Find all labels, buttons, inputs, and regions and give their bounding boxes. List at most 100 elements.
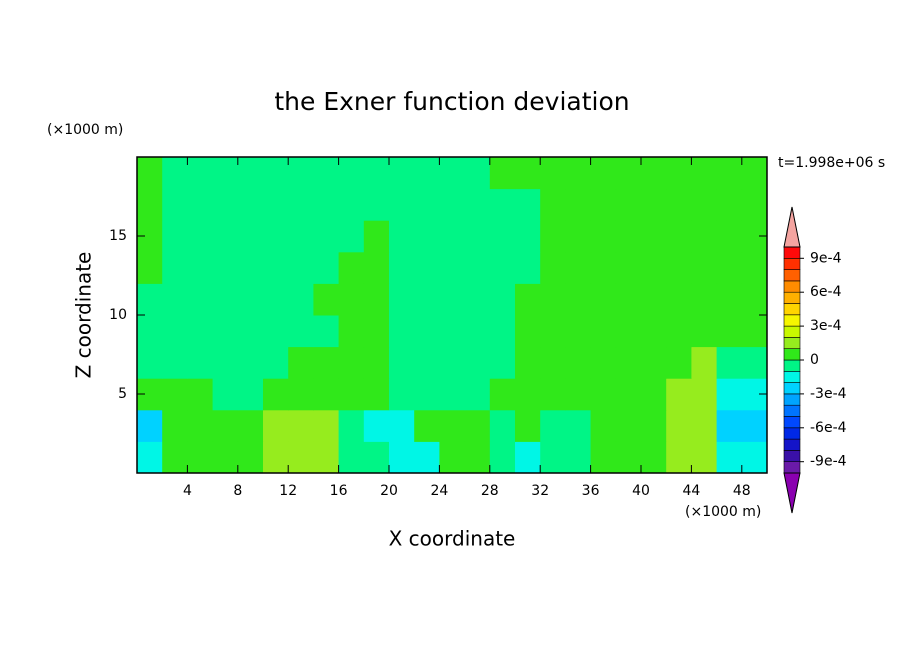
- y-tick-label: 10: [109, 307, 127, 323]
- field-cell: [338, 378, 365, 411]
- field-cell: [691, 283, 718, 316]
- colorbar-band: [783, 303, 801, 316]
- field-cell: [263, 283, 289, 316]
- field-cell: [288, 378, 314, 411]
- field-cell: [666, 346, 692, 379]
- field-cell: [439, 188, 466, 221]
- field-cell: [212, 346, 239, 379]
- field-cell: [439, 157, 466, 190]
- field-cell: [691, 346, 718, 379]
- field-cell: [288, 188, 314, 221]
- field-cell: [716, 441, 743, 474]
- field-cell: [666, 283, 692, 316]
- field-cell: [741, 283, 768, 316]
- field-cell: [313, 157, 340, 190]
- y-unit: (×1000 m): [47, 122, 123, 138]
- field-cell: [691, 378, 718, 411]
- field-cell: [641, 409, 667, 442]
- field-cell: [590, 220, 617, 253]
- field-cell: [565, 315, 592, 348]
- field-cell: [313, 346, 340, 379]
- field-cell: [363, 441, 390, 474]
- field-cell: [590, 315, 617, 348]
- field-cell: [515, 315, 541, 348]
- field-cell: [666, 188, 692, 221]
- field-cell: [237, 251, 264, 284]
- field-cell: [363, 315, 390, 348]
- field-cell: [489, 283, 516, 316]
- field-cell: [590, 441, 617, 474]
- field-cell: [288, 283, 314, 316]
- field-cell: [641, 188, 667, 221]
- field-cell: [464, 157, 491, 190]
- field-cell: [212, 283, 239, 316]
- field-cell: [313, 378, 340, 411]
- field-cell: [187, 346, 214, 379]
- field-cell: [464, 220, 491, 253]
- field-cell: [515, 220, 541, 253]
- field-cell: [741, 315, 768, 348]
- field-cell: [389, 220, 415, 253]
- field-cell: [666, 220, 692, 253]
- field-cell: [615, 251, 642, 284]
- colorbar-band: [783, 291, 801, 304]
- field-cell: [187, 315, 214, 348]
- field-cell: [590, 378, 617, 411]
- field-cell: [389, 409, 415, 442]
- field-cell: [540, 251, 566, 284]
- field-cell: [515, 441, 541, 474]
- field-cell: [187, 441, 214, 474]
- field-cell: [137, 157, 163, 190]
- field-cell: [338, 315, 365, 348]
- field-cell: [641, 251, 667, 284]
- field-cell: [641, 283, 667, 316]
- x-axis-label: X coordinate: [389, 527, 516, 551]
- field-cell: [439, 283, 466, 316]
- colorbar-band: [783, 461, 801, 474]
- field-cell: [338, 346, 365, 379]
- field-cell: [540, 157, 566, 190]
- field-cell: [137, 251, 163, 284]
- field-cell: [716, 346, 743, 379]
- field-cell: [414, 441, 440, 474]
- field-cell: [414, 409, 440, 442]
- field-cell: [414, 346, 440, 379]
- x-tick-label: 28: [481, 483, 499, 499]
- field-cell: [741, 157, 768, 190]
- field-cell: [515, 157, 541, 190]
- field-cell: [237, 315, 264, 348]
- x-tick-label: 36: [582, 483, 600, 499]
- field-cell: [641, 378, 667, 411]
- field-cell: [212, 220, 239, 253]
- field-cell: [515, 409, 541, 442]
- colorbar-band: [783, 359, 801, 372]
- field-cell: [313, 220, 340, 253]
- field-cell: [338, 157, 365, 190]
- colorbar-band: [783, 337, 801, 349]
- field-cell: [414, 283, 440, 316]
- field-cell: [565, 346, 592, 379]
- field-cell: [641, 315, 667, 348]
- field-cell: [489, 188, 516, 221]
- field-cell: [540, 409, 566, 442]
- field-cell: [338, 283, 365, 316]
- field-cell: [691, 441, 718, 474]
- field-cell: [187, 283, 214, 316]
- field-cell: [489, 378, 516, 411]
- field-cell: [515, 251, 541, 284]
- field-cell: [615, 157, 642, 190]
- field-cell: [439, 378, 466, 411]
- field-cell: [263, 220, 289, 253]
- field-cell: [691, 220, 718, 253]
- field-cell: [288, 346, 314, 379]
- field-cell: [313, 283, 340, 316]
- field-cell: [162, 441, 188, 474]
- field-cell: [741, 346, 768, 379]
- field-cell: [162, 188, 188, 221]
- x-tick-label: 48: [733, 483, 751, 499]
- field-cell: [615, 283, 642, 316]
- field-cell: [313, 188, 340, 221]
- colorbar-band: [783, 348, 801, 361]
- field-cell: [162, 283, 188, 316]
